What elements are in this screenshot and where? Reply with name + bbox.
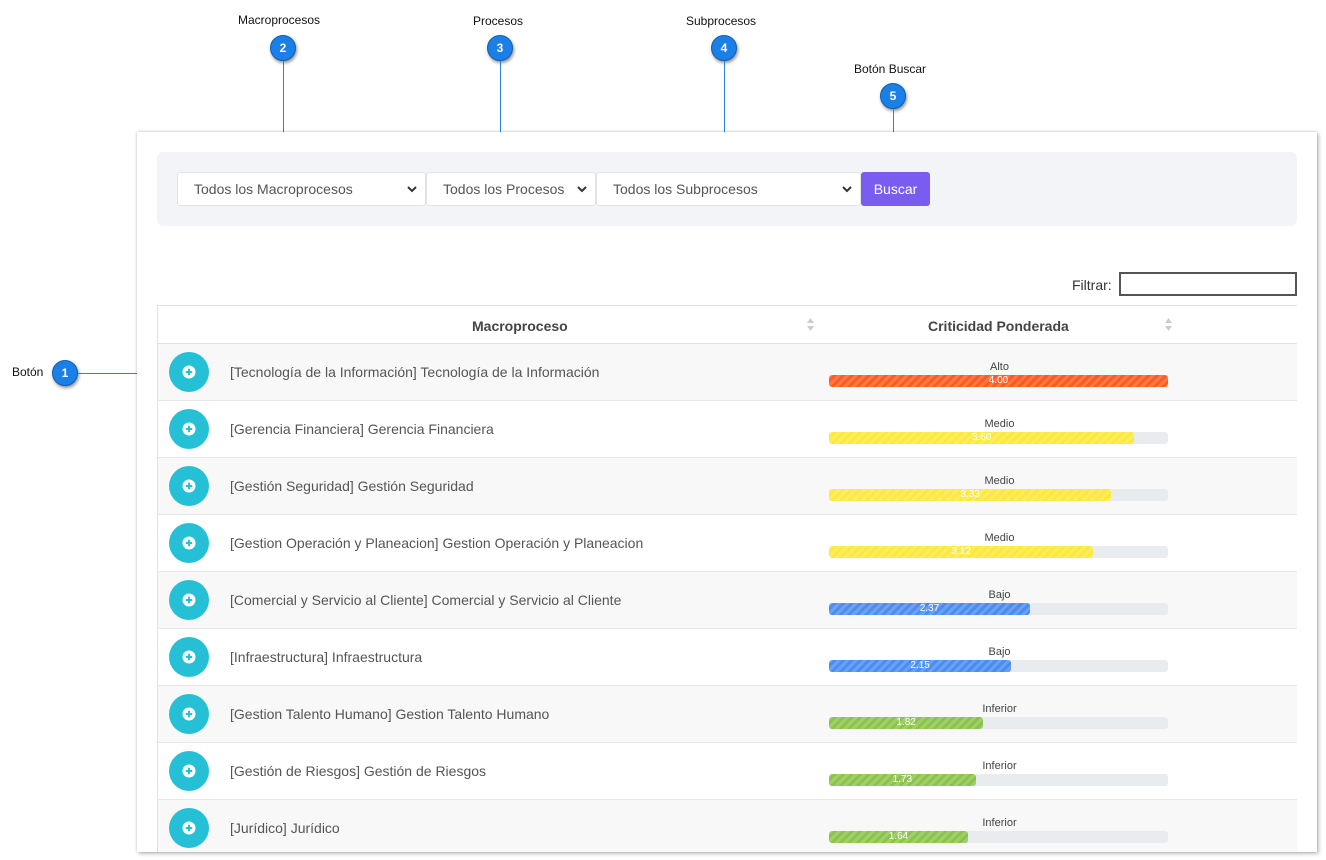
macroproceso-name: [Gestión Seguridad] Gestión Seguridad	[230, 478, 474, 494]
chevron-down-icon	[577, 186, 587, 193]
criticidad-level: Inferior	[982, 760, 1017, 772]
table-row: [Gestión Seguridad] Gestión Seguridad Med…	[157, 458, 1297, 515]
subprocesos-select[interactable]: Todos los Subprocesos	[596, 172, 861, 206]
criticidad-level: Bajo	[988, 646, 1011, 658]
macroprocesos-table: Macroproceso Criticidad Ponderada [Tecno…	[157, 305, 1297, 852]
chevron-down-icon	[842, 186, 852, 193]
callout-label-boton-buscar: Botón Buscar	[854, 62, 927, 76]
criticidad-bar-fill: 3.12	[829, 546, 1094, 558]
criticidad-bar-track: 1.64	[829, 831, 1168, 843]
expand-button[interactable]	[169, 637, 209, 677]
criticidad-bar-track: 1.73	[829, 774, 1168, 786]
criticidad-level: Alto	[990, 361, 1009, 373]
expand-button[interactable]	[169, 523, 209, 563]
criticidad-level: Medio	[984, 532, 1015, 544]
criticidad-bar-fill: 1.64	[829, 831, 968, 843]
procesos-select-value: Todos los Procesos	[443, 181, 565, 197]
table-row: [Gerencia Financiera] Gerencia Financier…	[157, 401, 1297, 458]
criticidad-bar-track: 3.60	[829, 432, 1168, 444]
header-macroproceso[interactable]: Macroproceso	[472, 318, 568, 334]
plus-circle-icon	[182, 536, 196, 550]
criticidad-level: Medio	[984, 475, 1015, 487]
callout-badge-5: 5	[880, 83, 906, 109]
filter-input[interactable]	[1119, 272, 1297, 296]
table-row: [Comercial y Servicio al Cliente] Comerc…	[157, 572, 1297, 629]
macroproceso-name: [Gestion Operación y Planeacion] Gestion…	[230, 535, 644, 551]
expand-button[interactable]	[169, 580, 209, 620]
expand-button[interactable]	[169, 352, 209, 392]
filter-bar: Todos los Macroprocesos Todos los Proces…	[157, 152, 1297, 226]
criticidad-bar-track: 4.00	[829, 375, 1168, 387]
criticidad-bar-fill: 2.37	[829, 603, 1030, 615]
criticidad-bar-fill: 3.33	[829, 489, 1112, 501]
table-row: [Gestion Talento Humano] Gestion Talento…	[157, 686, 1297, 743]
callout-line-4	[724, 61, 725, 167]
criticidad-bar-track: 3.12	[829, 546, 1168, 558]
filter-label: Filtrar:	[1072, 277, 1112, 293]
table-row: [Tecnología de la Información] Tecnologí…	[157, 344, 1297, 401]
criticidad-bar-fill: 3.60	[829, 432, 1135, 444]
expand-button[interactable]	[169, 409, 209, 449]
sort-icon[interactable]	[806, 317, 815, 332]
criticidad-bar-track: 2.37	[829, 603, 1168, 615]
criticidad-bar-fill: 4.00	[829, 375, 1168, 387]
criticidad-level: Bajo	[988, 589, 1011, 601]
plus-circle-icon	[182, 422, 196, 436]
macroproceso-name: [Infraestructura] Infraestructura	[230, 649, 423, 665]
callout-badge-4: 4	[711, 35, 737, 61]
criticidad-bar-track: 2.15	[829, 660, 1168, 672]
macroproceso-name: [Gerencia Financiera] Gerencia Financier…	[230, 421, 494, 437]
callout-label-subprocesos: Subprocesos	[686, 14, 757, 28]
plus-circle-icon	[182, 479, 196, 493]
table-row: [Infraestructura] Infraestructura Bajo 2.1…	[157, 629, 1297, 686]
callout-badge-1: 1	[52, 360, 78, 386]
expand-button[interactable]	[169, 751, 209, 791]
plus-circle-icon	[182, 707, 196, 721]
macroproceso-name: [Tecnología de la Información] Tecnologí…	[230, 364, 600, 380]
callout-badge-3: 3	[487, 35, 513, 61]
sort-icon[interactable]	[1164, 317, 1173, 332]
criticidad-bar-track: 1.82	[829, 717, 1168, 729]
callout-line-3	[500, 61, 501, 167]
expand-button[interactable]	[169, 808, 209, 848]
table-row: [Jurídico] Jurídico Inferior 1.64	[157, 800, 1297, 852]
buscar-button[interactable]: Buscar	[861, 172, 930, 206]
macroprocesos-select-value: Todos los Macroprocesos	[194, 181, 353, 197]
criticidad-level: Medio	[984, 418, 1015, 430]
criticidad-bar-fill: 2.15	[829, 660, 1012, 672]
table-row: [Gestion Operación y Planeacion] Gestion…	[157, 515, 1297, 572]
callout-label-boton: Botón	[12, 365, 44, 379]
callout-label-macroprocesos: Macroprocesos	[238, 13, 321, 27]
criticidad-level: Inferior	[982, 703, 1017, 715]
macroproceso-name: [Jurídico] Jurídico	[230, 820, 340, 836]
header-criticidad[interactable]: Criticidad Ponderada	[928, 318, 1069, 334]
table-body: [Tecnología de la Información] Tecnologí…	[157, 344, 1297, 852]
criticidad-bar-fill: 1.82	[829, 717, 984, 729]
plus-circle-icon	[182, 365, 196, 379]
expand-button[interactable]	[169, 694, 209, 734]
callout-badge-2: 2	[270, 35, 296, 61]
criticidad-level: Inferior	[982, 817, 1017, 829]
callout-label-procesos: Procesos	[473, 14, 524, 28]
table-header: Macroproceso Criticidad Ponderada	[157, 305, 1297, 344]
callout-line-2	[283, 61, 284, 167]
macroproceso-name: [Gestion Talento Humano] Gestion Talento…	[230, 706, 550, 722]
procesos-select[interactable]: Todos los Procesos	[426, 172, 596, 206]
plus-circle-icon	[182, 593, 196, 607]
plus-circle-icon	[182, 821, 196, 835]
expand-button[interactable]	[169, 466, 209, 506]
table-row: [Gestión de Riesgos] Gestión de Riesgos I…	[157, 743, 1297, 800]
content-card: Todos los Macroprocesos Todos los Proces…	[137, 132, 1317, 852]
plus-circle-icon	[182, 650, 196, 664]
chevron-down-icon	[407, 186, 417, 193]
macroproceso-name: [Comercial y Servicio al Cliente] Comerc…	[230, 592, 622, 608]
macroproceso-name: [Gestión de Riesgos] Gestión de Riesgos	[230, 763, 487, 779]
criticidad-bar-fill: 1.73	[829, 774, 976, 786]
criticidad-bar-track: 3.33	[829, 489, 1168, 501]
macroprocesos-select[interactable]: Todos los Macroprocesos	[177, 172, 426, 206]
subprocesos-select-value: Todos los Subprocesos	[613, 181, 758, 197]
callout-line-1	[78, 373, 163, 374]
plus-circle-icon	[182, 764, 196, 778]
